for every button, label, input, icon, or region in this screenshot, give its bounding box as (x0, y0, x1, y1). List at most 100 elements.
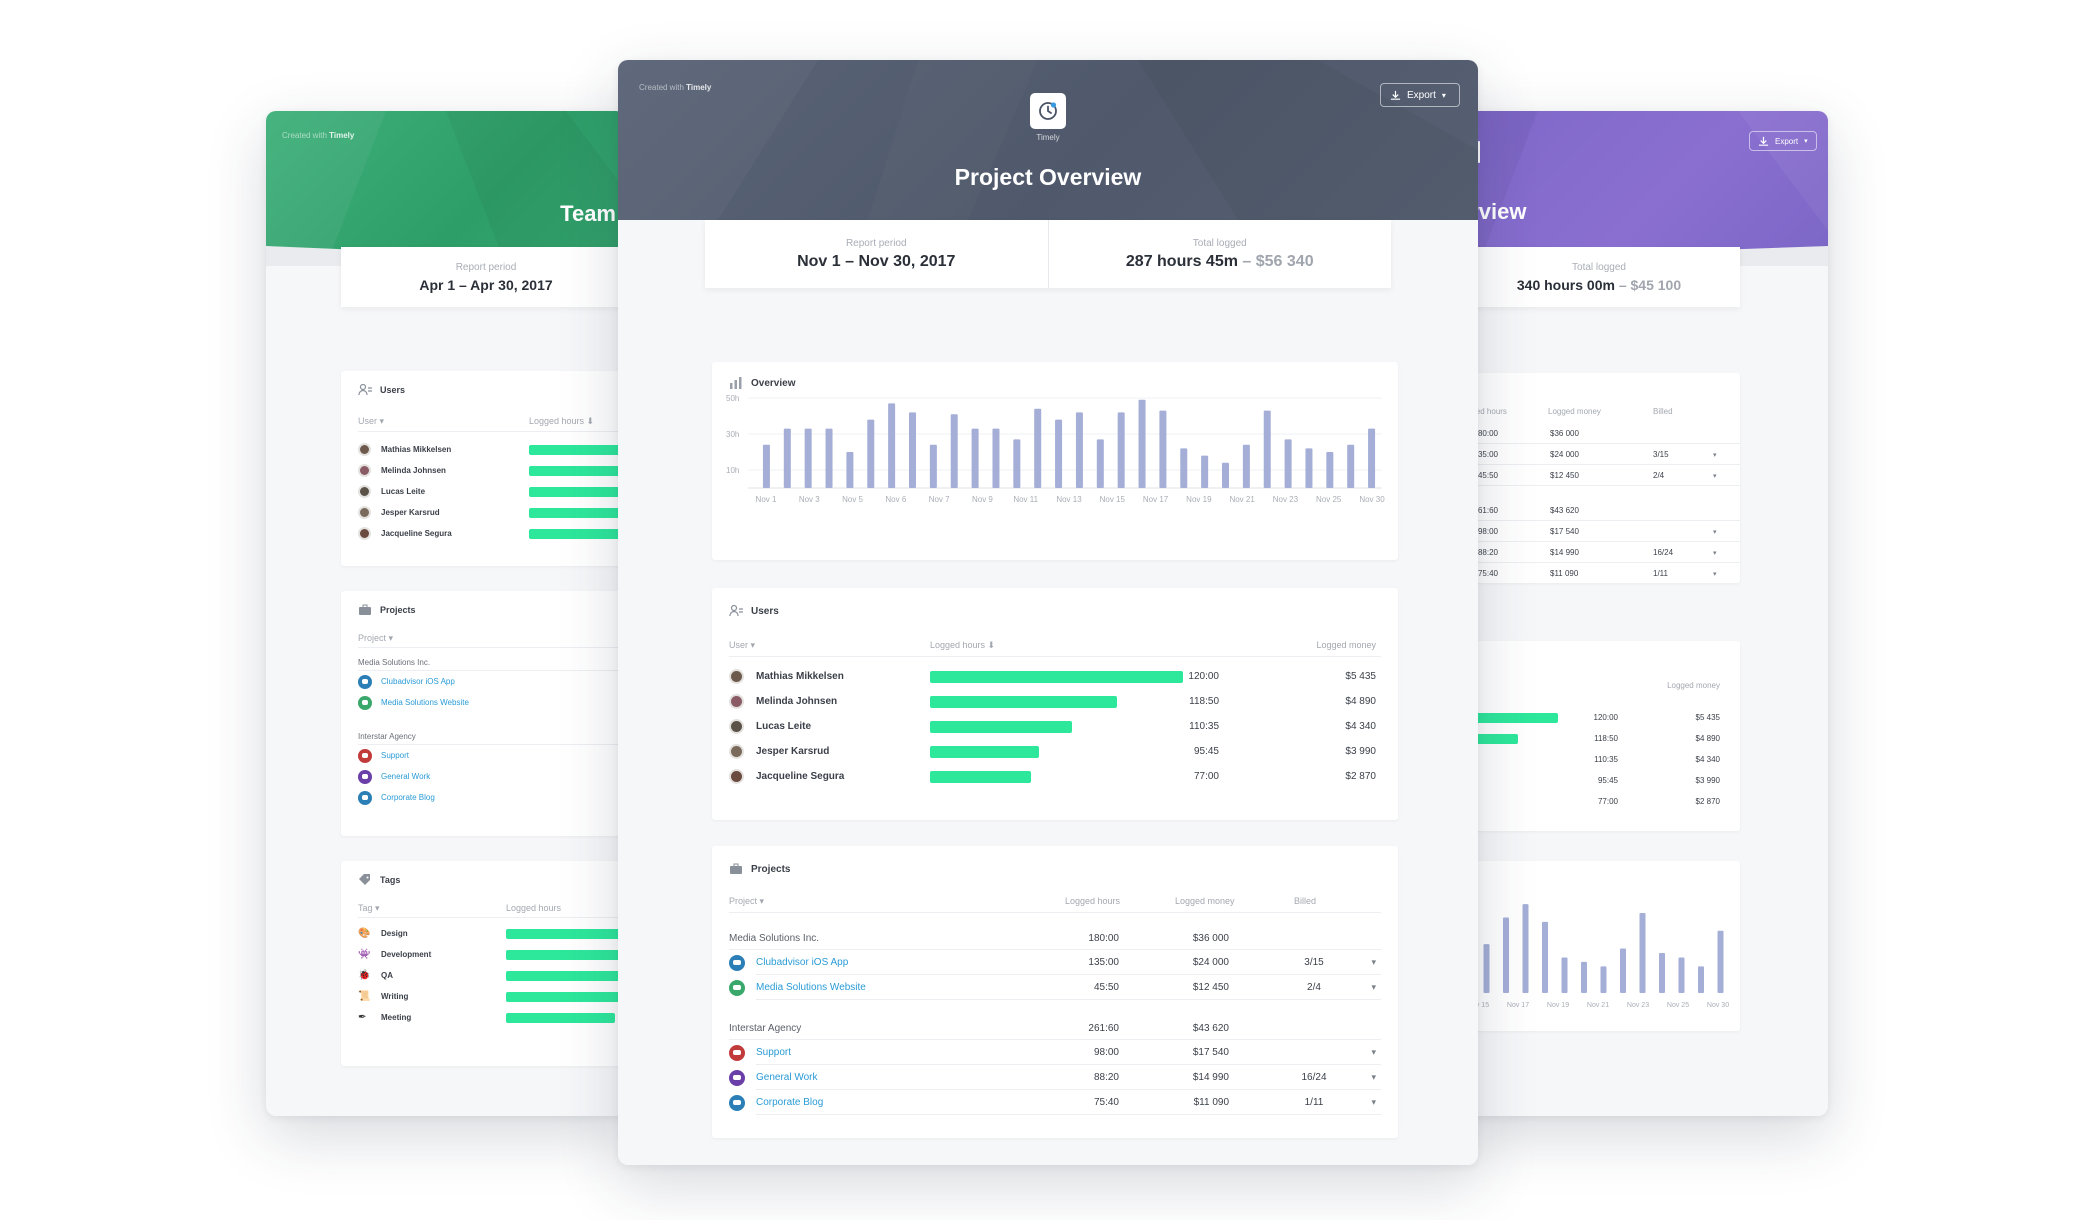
table-row[interactable]: Melinda Johnsen (358, 460, 626, 481)
table-row[interactable]: 77:00 $2 870 (1458, 791, 1740, 812)
export-button[interactable]: Export ▾ (1749, 131, 1817, 151)
project-link[interactable]: Clubadvisor iOS App (381, 677, 455, 686)
column-logged-hours[interactable]: Logged hours (1458, 407, 1507, 416)
chart-bar (1180, 448, 1188, 488)
logged-hours: 180:00 (1473, 429, 1498, 438)
column-project[interactable]: Project ▾ (729, 896, 765, 906)
table-row[interactable]: Corporate Blog (358, 787, 626, 808)
table-row[interactable]: 🎨 Design (358, 923, 626, 944)
project-link[interactable]: Corporate Blog (756, 1097, 824, 1108)
table-row[interactable]: General Work 88:20 $14 990 16/24 ▾ (729, 1065, 1381, 1090)
project-link[interactable]: Support (381, 751, 410, 760)
column-user[interactable]: User ▾ (729, 640, 756, 650)
user-name: Mathias Mikkelsen (381, 445, 452, 454)
chevron-down-icon[interactable]: ▾ (1371, 982, 1376, 992)
column-logged-money[interactable]: Logged money (1316, 640, 1376, 650)
project-link[interactable]: Corporate Blog (381, 793, 435, 802)
table-row[interactable]: Melinda Johnsen 118:50 $4 890 (729, 689, 1381, 714)
chevron-down-icon: ▾ (1441, 90, 1446, 100)
avatar (729, 719, 744, 734)
export-button[interactable]: Export ▾ (1380, 83, 1460, 107)
logged-hours: 95:45 (1193, 746, 1219, 757)
tags-list: 🎨 Design 👾 Development 🐞 QA 📜 Writing ✒ Meeting (358, 923, 626, 1028)
chart-bar (1117, 412, 1125, 488)
chevron-down-icon[interactable]: ▾ (1371, 957, 1376, 967)
table-row[interactable]: 110:35 $4 340 (1458, 749, 1740, 770)
table-row[interactable]: 120:00 $5 435 (1458, 707, 1740, 728)
column-user[interactable]: User ▾ (358, 416, 385, 426)
table-row[interactable]: Support (358, 745, 626, 766)
chevron-down-icon[interactable]: ▾ (1371, 1047, 1376, 1057)
table-row[interactable]: Clubadvisor iOS App (358, 671, 626, 692)
table-row[interactable]: 45:50 $12 450 2/4 ▾ (1458, 465, 1740, 486)
column-billed[interactable]: Billed (1294, 896, 1317, 906)
table-row[interactable]: 🐞 QA (358, 965, 626, 986)
project-link[interactable]: Media Solutions Website (381, 698, 469, 707)
project-link[interactable]: General Work (381, 772, 431, 781)
bar-chart-icon (730, 377, 742, 389)
table-row[interactable]: Media Solutions Website (358, 692, 626, 713)
table-row[interactable]: Jesper Karsrud 95:45 $3 990 (729, 739, 1381, 764)
table-row[interactable]: Jacqueline Segura 77:00 $2 870 (729, 764, 1381, 789)
project-link[interactable]: Clubadvisor iOS App (756, 957, 849, 968)
tag-icon (359, 874, 370, 885)
project-link[interactable]: General Work (756, 1072, 818, 1083)
table-row[interactable]: Clubadvisor iOS App 135:00 $24 000 3/15 ▾ (729, 950, 1381, 975)
total-logged: Total logged 287 hours 45m – $56 340 (1047, 220, 1392, 288)
tag-name: Writing (381, 992, 409, 1001)
table-row[interactable]: Lucas Leite (358, 481, 626, 502)
avatar (729, 669, 744, 684)
users-list: Mathias Mikkelsen Melinda Johnsen Lucas Le… (358, 439, 626, 544)
y-tick-label: 50h (726, 394, 739, 403)
chevron-down-icon[interactable]: ▾ (1713, 570, 1717, 578)
chart-bar (1305, 448, 1313, 488)
table-row[interactable]: 📜 Writing (358, 986, 626, 1007)
column-logged-hours[interactable]: Logged hours ⬇ (930, 640, 996, 650)
table-row[interactable]: 135:00 $24 000 3/15 ▾ (1458, 444, 1740, 465)
chevron-down-icon[interactable]: ▾ (1371, 1097, 1376, 1107)
users-icon (358, 383, 372, 396)
table-row[interactable]: 88:20 $14 990 16/24 ▾ (1458, 542, 1740, 563)
table-row[interactable]: Jacqueline Segura (358, 523, 626, 544)
chevron-down-icon[interactable]: ▾ (1371, 1072, 1376, 1082)
column-billed[interactable]: Billed (1653, 407, 1673, 416)
table-row[interactable]: 75:40 $11 090 1/11 ▾ (1458, 563, 1740, 583)
table-row[interactable]: ✒ Meeting (358, 1007, 626, 1028)
client-row: Interstar Agency (358, 727, 626, 745)
table-row[interactable]: Lucas Leite 110:35 $4 340 (729, 714, 1381, 739)
table-row[interactable]: 118:50 $4 890 (1458, 728, 1740, 749)
column-logged-money[interactable]: Logged money (1548, 407, 1601, 416)
table-row[interactable]: Support 98:00 $17 540 ▾ (729, 1040, 1381, 1065)
chevron-down-icon[interactable]: ▾ (1713, 451, 1717, 459)
chart-bar (929, 444, 937, 488)
table-row[interactable]: Jesper Karsrud (358, 502, 626, 523)
table-row[interactable]: 95:45 $3 990 (1458, 770, 1740, 791)
table-row[interactable]: Corporate Blog 75:40 $11 090 1/11 ▾ (729, 1090, 1381, 1115)
table-row[interactable]: Media Solutions Website 45:50 $12 450 2/4 ▾ (729, 975, 1381, 1000)
chevron-down-icon: ▾ (1804, 138, 1808, 145)
column-tag[interactable]: Tag ▾ (358, 903, 380, 913)
table-row[interactable]: Mathias Mikkelsen 120:00 $5 435 (729, 664, 1381, 689)
column-logged-money[interactable]: Logged money (1667, 681, 1720, 690)
chevron-down-icon[interactable]: ▾ (1713, 528, 1717, 536)
x-tick-label: Nov 3 (799, 495, 820, 504)
table-row[interactable]: Mathias Mikkelsen (358, 439, 626, 460)
column-logged-hours[interactable]: Logged hours ⬇ (529, 416, 595, 426)
project-link[interactable]: Support (756, 1047, 792, 1058)
hours-bar (930, 770, 1032, 783)
table-row[interactable]: 98:00 $17 540 ▾ (1458, 521, 1740, 542)
chevron-down-icon[interactable]: ▾ (1713, 472, 1717, 480)
column-logged-money[interactable]: Logged money (1175, 896, 1235, 906)
header-pattern (1138, 60, 1478, 220)
column-logged-hours[interactable]: Logged hours (1065, 896, 1121, 906)
x-tick-label: Nov 19 (1186, 495, 1212, 504)
table-row[interactable]: 👾 Development (358, 944, 626, 965)
table-row[interactable]: General Work (358, 766, 626, 787)
column-project[interactable]: Project ▾ (358, 633, 394, 643)
logged-hours: 261:60 (1473, 506, 1498, 515)
logged-hours: 118:50 (1189, 696, 1219, 707)
project-link[interactable]: Media Solutions Website (756, 982, 866, 993)
logged-money: $5 435 (1695, 713, 1720, 722)
column-logged-hours[interactable]: Logged hours (506, 903, 562, 913)
chevron-down-icon[interactable]: ▾ (1713, 549, 1717, 557)
